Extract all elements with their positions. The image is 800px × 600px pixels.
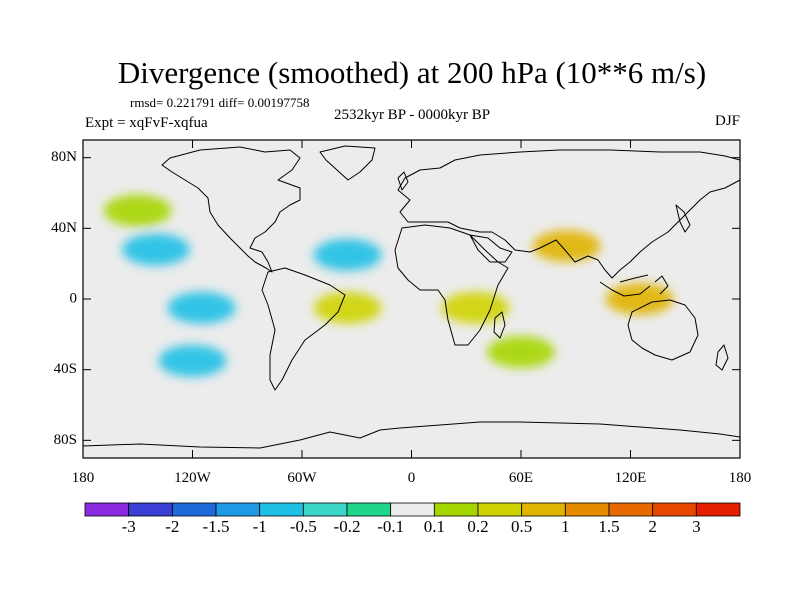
y-axis-labels: 80N 40N 0 40S 80S bbox=[51, 149, 77, 448]
field-blob bbox=[605, 283, 674, 315]
continent-outlines bbox=[83, 145, 740, 449]
colorbar-label: 1.5 bbox=[598, 517, 619, 536]
field-blob bbox=[313, 238, 382, 271]
field-blob-group bbox=[103, 194, 674, 377]
colorbar-label: 3 bbox=[692, 517, 701, 536]
colorbar-segment bbox=[521, 502, 566, 517]
field-blob bbox=[122, 233, 190, 266]
antarctica-coastline bbox=[83, 421, 740, 449]
colorbar-segment bbox=[215, 502, 261, 517]
lon-tick-label: 120E bbox=[615, 470, 647, 486]
colorbar-segment bbox=[433, 502, 479, 517]
colorbar-segment bbox=[390, 502, 435, 517]
colorbar-label: -0.2 bbox=[334, 517, 361, 536]
lat-tick-label: 0 bbox=[70, 290, 78, 306]
lon-tick-label: 60W bbox=[287, 470, 317, 486]
eurasia-coastline bbox=[397, 149, 740, 279]
australia-coastline bbox=[627, 299, 699, 361]
colorbar-label: -1.5 bbox=[203, 517, 230, 536]
colorbar bbox=[84, 502, 741, 517]
colorbar-label: -3 bbox=[122, 517, 136, 536]
divergence-field bbox=[103, 194, 674, 377]
field-blob bbox=[487, 336, 555, 368]
lat-tick-label: 40N bbox=[51, 220, 77, 236]
colorbar-segment bbox=[652, 502, 697, 517]
field-blob bbox=[441, 291, 510, 324]
lon-tick-label: 120W bbox=[174, 470, 212, 486]
colorbar-label: 0.1 bbox=[424, 517, 445, 536]
colorbar-label: -0.1 bbox=[377, 517, 404, 536]
colorbar-segment bbox=[564, 502, 610, 517]
lat-tick-label: 80S bbox=[54, 432, 77, 448]
field-blob bbox=[313, 291, 382, 324]
stats-text: rmsd= 0.221791 diff= 0.00197758 bbox=[130, 95, 309, 110]
lon-tick-label: 180 bbox=[729, 470, 752, 486]
chart-title: Divergence (smoothed) at 200 hPa (10**6 … bbox=[118, 55, 706, 90]
colorbar-label: -1 bbox=[253, 517, 267, 536]
lon-tick-label: 180 bbox=[72, 470, 95, 486]
colorbar-segment bbox=[608, 502, 654, 517]
field-blob bbox=[167, 291, 236, 324]
lat-tick-label: 40S bbox=[54, 361, 77, 377]
madagascar-coastline bbox=[493, 311, 506, 339]
longitude-tick-marks bbox=[82, 140, 741, 458]
field-blob bbox=[103, 194, 172, 227]
north-america-coastline bbox=[161, 146, 301, 273]
maritime-islands-coastline bbox=[599, 274, 669, 297]
season-label: DJF bbox=[715, 113, 740, 129]
lon-tick-label: 0 bbox=[408, 470, 416, 486]
latitude-tick-marks bbox=[83, 157, 740, 441]
uk-coastline bbox=[397, 171, 409, 191]
field-blob bbox=[532, 230, 601, 262]
japan-coastline bbox=[675, 204, 691, 233]
colorbar-labels: -3 -2 -1.5 -1 -0.5 -0.2 -0.1 0.1 0.2 0.5… bbox=[122, 517, 701, 536]
colorbar-segment bbox=[302, 502, 348, 517]
greenland-coastline bbox=[319, 145, 376, 181]
colorbar-label: -0.5 bbox=[290, 517, 317, 536]
lat-tick-label: 80N bbox=[51, 149, 77, 165]
colorbar-segment bbox=[695, 502, 741, 517]
period-label: 2532kyr BP - 0000kyr BP bbox=[334, 107, 490, 123]
colorbar-label: -2 bbox=[165, 517, 179, 536]
colorbar-segment bbox=[128, 502, 173, 517]
colorbar-segment bbox=[171, 502, 217, 517]
colorbar-segment bbox=[259, 502, 304, 517]
colorbar-label: 0.2 bbox=[467, 517, 488, 536]
colorbar-segment bbox=[84, 502, 130, 517]
arabia-coastline bbox=[469, 234, 513, 263]
colorbar-label: 1 bbox=[561, 517, 570, 536]
africa-coastline bbox=[394, 224, 509, 346]
lon-tick-label: 60E bbox=[509, 470, 533, 486]
map-panel bbox=[82, 139, 741, 459]
colorbar-segment bbox=[477, 502, 523, 517]
new-zealand-coastline bbox=[715, 344, 729, 371]
experiment-label: Expt = xqFvF-xqfua bbox=[85, 115, 208, 131]
field-blob bbox=[158, 344, 227, 377]
x-axis-labels: 180 120W 60W 0 60E 120E 180 bbox=[72, 470, 752, 486]
colorbar-label: 0.5 bbox=[511, 517, 532, 536]
south-america-coastline bbox=[261, 267, 346, 391]
colorbar-segment bbox=[346, 502, 392, 517]
colorbar-label: 2 bbox=[648, 517, 657, 536]
